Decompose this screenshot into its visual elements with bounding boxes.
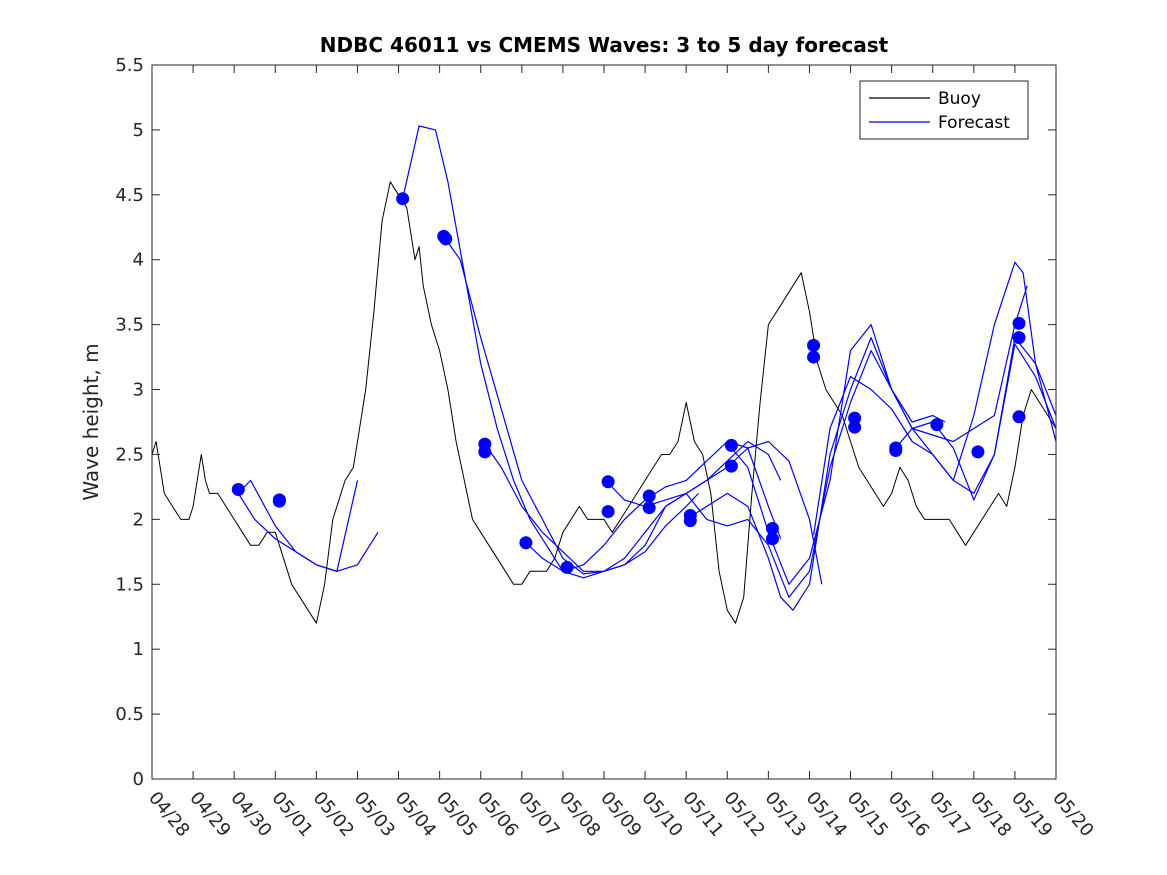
axes-background — [152, 65, 1056, 779]
y-tick-label: 4.5 — [115, 185, 144, 206]
legend-label-buoy: Buoy — [938, 89, 981, 109]
y-tick-label: 4 — [133, 250, 144, 271]
y-tick-label: 2.5 — [115, 444, 144, 465]
chart-title: NDBC 46011 vs CMEMS Waves: 3 to 5 day fo… — [320, 33, 889, 57]
y-tick-label: 3 — [133, 380, 144, 401]
forecast-point — [930, 418, 944, 432]
forecast-point — [765, 532, 779, 546]
legend-box — [859, 80, 1029, 140]
forecast-point — [807, 338, 821, 352]
forecast-point — [848, 420, 862, 434]
y-tick-label: 3.5 — [115, 315, 144, 336]
forecast-series-line — [689, 285, 1028, 611]
forecast-point — [971, 445, 985, 459]
forecast-point — [231, 483, 245, 497]
forecast-series-line — [402, 125, 699, 579]
y-tick-label: 5 — [133, 120, 144, 141]
forecast-point — [478, 445, 492, 459]
forecast-point — [519, 536, 533, 550]
forecast-point — [724, 438, 738, 452]
y-tick-label: 1 — [133, 639, 144, 660]
y-tick-label: 0.5 — [115, 704, 144, 725]
forecast-point — [560, 560, 574, 574]
forecast-point — [848, 411, 862, 425]
y-tick-label: 1.5 — [115, 574, 144, 595]
forecast-series-line — [443, 236, 782, 575]
forecast-point — [1012, 316, 1026, 330]
y-tick-label: 2 — [133, 509, 144, 530]
buoy-series-line — [151, 181, 1057, 624]
forecast-point — [601, 505, 615, 519]
forecast-point — [724, 459, 738, 473]
forecast-point — [765, 521, 779, 535]
legend-label-forecast: Forecast — [938, 113, 1010, 133]
legend: Buoy Forecast — [859, 80, 1029, 140]
forecast-point — [807, 350, 821, 364]
forecast-series-line — [484, 440, 823, 585]
plot-area: 00.511.522.533.544.555.504/2804/2904/300… — [115, 55, 1097, 841]
y-axis-title: Wave height, m — [79, 343, 103, 500]
forecast-point — [396, 192, 410, 206]
forecast-series-line — [813, 261, 1057, 535]
forecast-point — [272, 493, 286, 507]
forecast-point — [642, 489, 656, 503]
forecast-point — [889, 444, 903, 458]
forecast-point — [601, 475, 615, 489]
forecast-series-line — [237, 479, 359, 572]
forecast-point — [1012, 410, 1026, 424]
y-tick-label: 5.5 — [115, 55, 144, 76]
forecast-point — [683, 514, 697, 528]
forecast-series-line — [895, 343, 1057, 501]
forecast-point — [642, 501, 656, 515]
y-tick-label: 0 — [133, 769, 144, 790]
forecast-point — [1012, 331, 1026, 345]
forecast-point — [439, 232, 453, 246]
